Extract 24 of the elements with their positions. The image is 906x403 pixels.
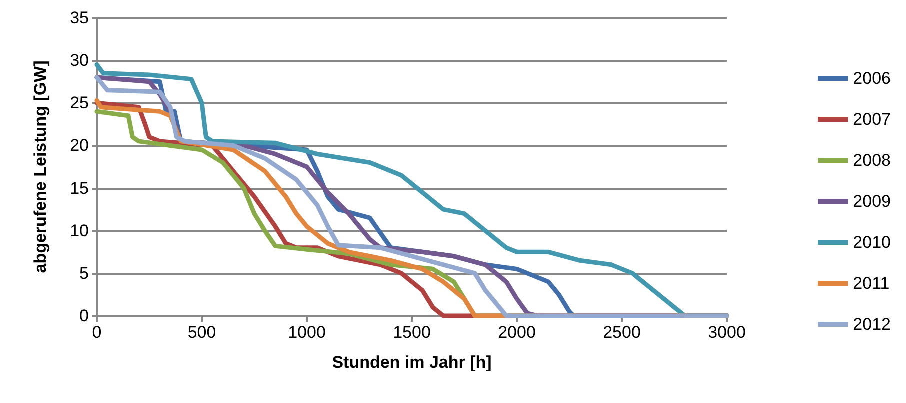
y-tick-label: 10 bbox=[70, 221, 89, 240]
x-tick-label: 500 bbox=[188, 323, 216, 342]
y-axis-title: abgerufene Leistung [GW] bbox=[31, 60, 50, 274]
legend-label: 2007 bbox=[853, 110, 892, 129]
x-tick-label: 1500 bbox=[393, 323, 431, 342]
legend-label: 2010 bbox=[853, 233, 892, 252]
legend-label: 2009 bbox=[853, 192, 892, 211]
legend-label: 2006 bbox=[853, 69, 892, 88]
legend-label: 2011 bbox=[853, 274, 890, 293]
y-tick-label: 5 bbox=[80, 264, 89, 283]
y-tick-label: 25 bbox=[70, 94, 89, 113]
x-axis-title: Stunden im Jahr [h] bbox=[332, 353, 492, 372]
x-tick-label: 3000 bbox=[708, 323, 746, 342]
y-tick-label: 30 bbox=[70, 51, 89, 70]
y-tick-label: 15 bbox=[70, 178, 89, 198]
y-tick-label: 35 bbox=[70, 8, 89, 28]
legend-label: 2008 bbox=[853, 151, 892, 170]
legend-label: 2012 bbox=[853, 315, 892, 334]
x-tick-label: 0 bbox=[92, 323, 102, 342]
x-tick-label: 1000 bbox=[288, 323, 326, 342]
y-tick-label: 0 bbox=[80, 306, 89, 326]
x-tick-label: 2500 bbox=[603, 323, 641, 342]
y-tick-label: 20 bbox=[70, 136, 89, 156]
x-tick-label: 2000 bbox=[498, 323, 536, 342]
